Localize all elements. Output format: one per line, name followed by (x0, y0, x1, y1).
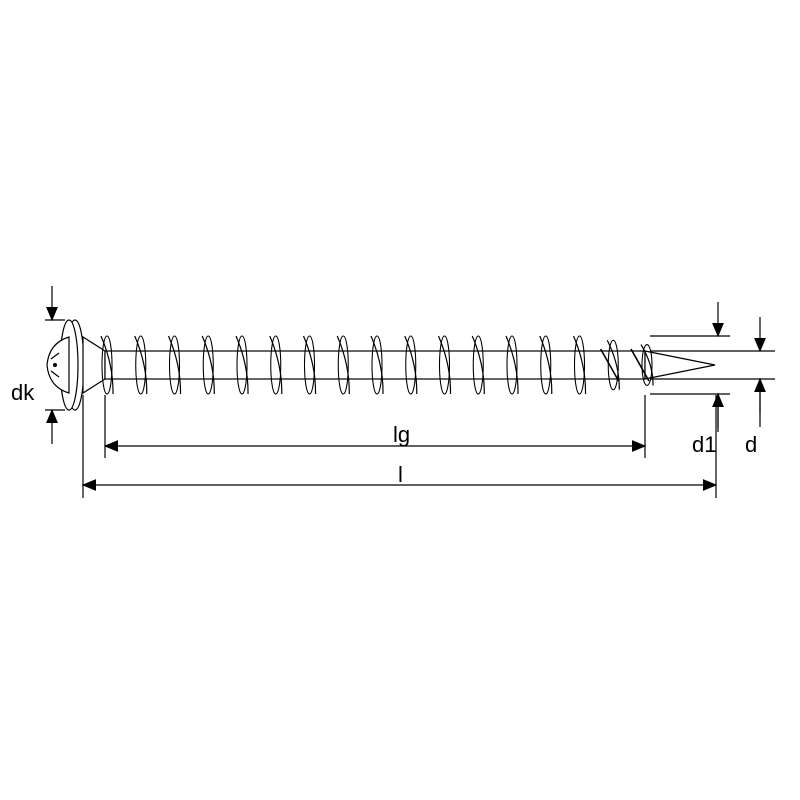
screw-diagram (0, 0, 800, 800)
dim-label-dk: dk (11, 380, 34, 406)
dim-label-lg: lg (393, 422, 410, 448)
dim-label-d1: d1 (692, 432, 716, 458)
dim-label-l: l (398, 462, 403, 488)
dim-label-d: d (745, 432, 757, 458)
